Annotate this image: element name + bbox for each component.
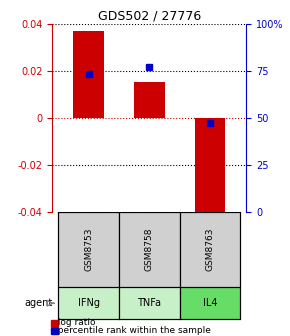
FancyBboxPatch shape	[58, 212, 119, 287]
FancyBboxPatch shape	[58, 287, 119, 319]
Text: GSM8758: GSM8758	[145, 228, 154, 271]
Bar	[73, 31, 104, 118]
FancyBboxPatch shape	[180, 212, 240, 287]
Text: IFNg: IFNg	[78, 298, 100, 308]
Text: agent: agent	[24, 298, 52, 308]
Bar	[195, 118, 225, 219]
Text: percentile rank within the sample: percentile rank within the sample	[52, 326, 211, 335]
Text: log ratio: log ratio	[52, 318, 96, 327]
Title: GDS502 / 27776: GDS502 / 27776	[98, 9, 201, 23]
Text: IL4: IL4	[203, 298, 217, 308]
Text: GSM8753: GSM8753	[84, 228, 93, 271]
Text: TNFa: TNFa	[137, 298, 161, 308]
FancyBboxPatch shape	[119, 287, 180, 319]
FancyBboxPatch shape	[180, 287, 240, 319]
Text: GSM8763: GSM8763	[206, 228, 215, 271]
Bar	[134, 82, 164, 118]
FancyBboxPatch shape	[119, 212, 180, 287]
